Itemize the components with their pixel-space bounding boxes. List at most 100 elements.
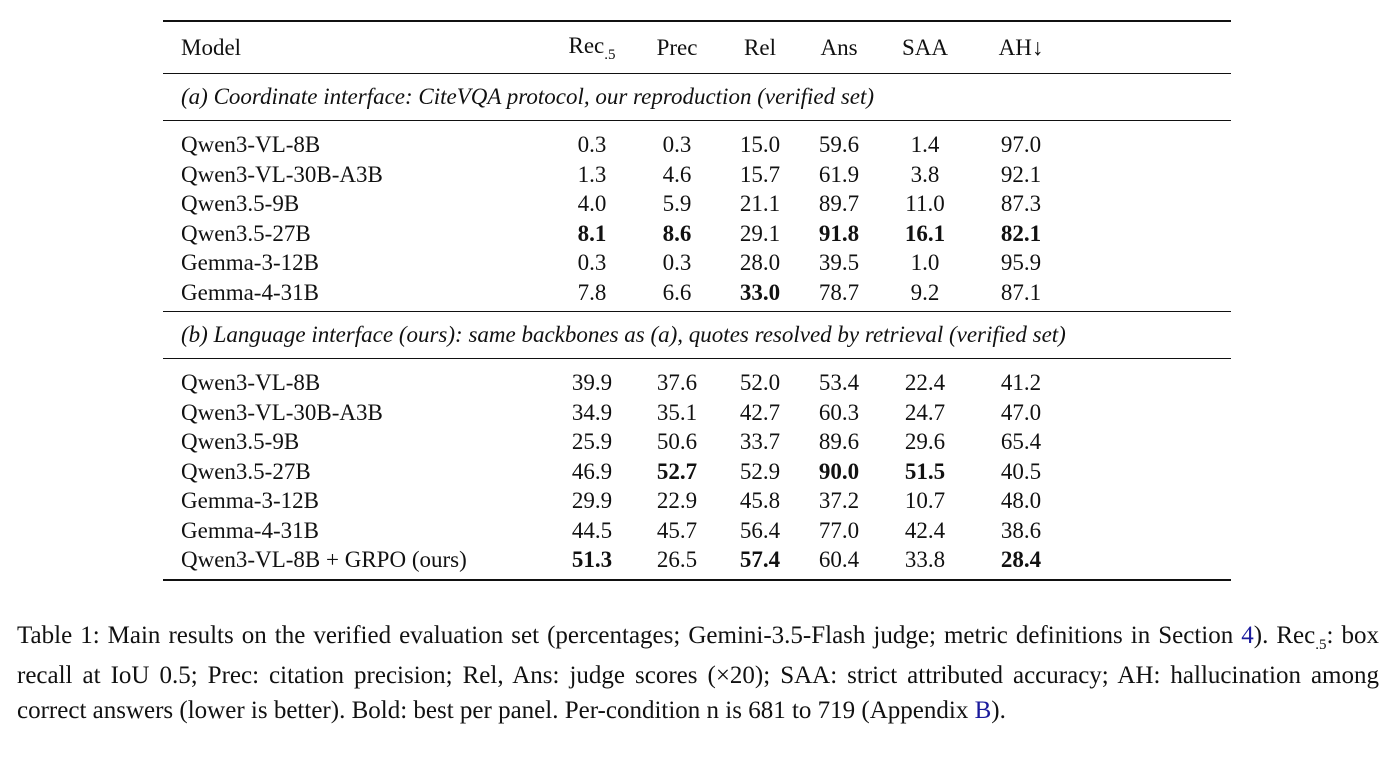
saa-cell: 9.2 [879,277,971,312]
ah-cell: 87.1 [971,277,1231,312]
saa-cell: 33.8 [879,545,971,581]
ah-cell: 87.3 [1000,191,1042,216]
rec-cell: 25.9 [571,429,613,454]
ans-cell: 37.2 [818,488,860,513]
table-row: Qwen3.5-9B 4.0 5.9 21.1 89.7 11.0 87.3 [163,189,1231,219]
ans-cell: 90.0 [818,458,860,484]
header-rec-sub: .5 [604,47,616,63]
header-ah: AH↓ [971,20,1231,74]
saa-cell: 42.4 [904,517,946,543]
rel-cell: 52.0 [739,370,781,395]
caption-part4: ). [991,697,1006,724]
table-row: Qwen3-VL-8B 39.9 37.6 52.0 53.4 22.4 41.2 [163,359,1231,398]
rel-cell: 42.7 [739,399,781,425]
saa-cell: 3.8 [910,161,940,187]
header-rel: Rel [721,20,799,74]
saa-cell: 22.4 [904,370,946,395]
header-prec: Prec [633,20,721,74]
header-ans: Ans [799,20,879,74]
rel-cell: 52.9 [739,458,781,484]
rec-cell: 4.0 [577,191,607,216]
rel-cell: 57.4 [721,545,799,581]
ah-cell: 82.1 [1000,220,1042,246]
panel-title-row: (b) Language interface (ours): same back… [163,311,1231,359]
header-saa: SAA [879,20,971,74]
table-row: Gemma-3-12B 29.9 22.9 45.8 37.2 10.7 48.0 [163,486,1231,516]
rel-cell: 33.0 [721,277,799,312]
saa-cell: 51.5 [904,458,946,484]
caption-section-link[interactable]: 4 [1241,622,1254,649]
rel-cell: 33.7 [739,429,781,454]
model-name-cell: Qwen3-VL-8B + GRPO (ours) [163,545,551,581]
ah-cell: 40.5 [1000,458,1042,484]
table-row: Gemma-4-31B 44.5 45.7 56.4 77.0 42.4 38.6 [163,516,1231,546]
prec-cell: 5.9 [662,191,692,216]
results-table: Model Rec.5 Prec Rel Ans SAA AH↓ (a) Coo… [163,20,1231,581]
rel-cell: 15.7 [739,161,781,187]
header-model: Model [163,20,551,74]
ans-cell: 60.3 [818,399,860,425]
model-name-cell: Gemma-3-12B [181,250,319,275]
prec-cell: 22.9 [656,488,698,513]
prec-cell: 8.6 [662,220,692,246]
model-name-cell: Qwen3.5-27B [181,458,311,484]
ah-cell: 97.0 [1000,132,1042,157]
ans-cell: 91.8 [818,220,860,246]
ah-cell: 95.9 [1000,250,1042,275]
table-header-row: Model Rec.5 Prec Rel Ans SAA AH↓ [163,20,1231,74]
results-table-container: Model Rec.5 Prec Rel Ans SAA AH↓ (a) Coo… [163,20,1231,581]
prec-cell: 26.5 [633,545,721,581]
rec-cell: 1.3 [577,161,607,187]
model-name-cell: Gemma-4-31B [163,277,551,312]
table-row: Gemma-3-12B 0.3 0.3 28.0 39.5 1.0 95.9 [163,248,1231,278]
rel-cell: 15.0 [739,132,781,157]
caption-appendix-link[interactable]: B [974,697,992,724]
table-caption: Table 1: Main results on the verified ev… [17,618,1379,729]
ans-cell: 39.5 [818,250,860,275]
rec-cell: 8.1 [577,220,607,246]
saa-cell: 1.4 [910,132,940,157]
table-row: Qwen3-VL-30B-A3B 1.3 4.6 15.7 61.9 3.8 92.1 [163,160,1231,190]
ans-cell: 61.9 [818,161,860,187]
caption-part3: : box recall at IoU 0.5; Prec: citation … [17,622,1379,724]
panel-title-row: (a) Coordinate interface: CiteVQA protoc… [163,73,1231,121]
ans-cell: 60.4 [799,545,879,581]
ans-cell: 77.0 [818,517,860,543]
ah-cell: 92.1 [1000,161,1042,187]
model-name-cell: Qwen3-VL-30B-A3B [181,399,383,425]
panel-title: (a) Coordinate interface: CiteVQA protoc… [163,73,1231,121]
rec-cell: 39.9 [571,370,613,395]
prec-cell: 0.3 [662,132,692,157]
table-row: Qwen3-VL-30B-A3B 34.9 35.1 42.7 60.3 24.7 47.0 [163,398,1231,428]
model-name-cell: Qwen3.5-9B [181,191,300,216]
prec-cell: 50.6 [656,429,698,454]
saa-cell: 11.0 [905,191,945,216]
saa-cell: 10.7 [904,488,946,513]
table-row: Qwen3-VL-8B + GRPO (ours) 51.3 26.5 57.4 60.… [163,545,1231,581]
saa-cell: 1.0 [910,250,940,275]
prec-cell: 37.6 [656,370,698,395]
ah-cell: 41.2 [1000,370,1042,395]
ah-cell: 28.4 [971,545,1231,581]
ans-cell: 89.6 [818,429,860,454]
model-name-cell: Qwen3.5-9B [181,429,300,454]
model-name-cell: Qwen3-VL-8B [181,132,321,157]
caption-part2: ). Rec [1253,622,1316,649]
model-name-cell: Gemma-3-12B [181,488,319,513]
rec-cell: 34.9 [571,399,613,425]
table-row: Gemma-4-31B 7.8 6.6 33.0 78.7 9.2 87.1 [163,277,1231,312]
rec-cell: 51.3 [551,545,633,581]
rec-cell: 0.3 [577,250,607,275]
prec-cell: 52.7 [656,458,698,484]
saa-cell: 29.6 [904,429,946,454]
ah-cell: 48.0 [1000,488,1042,513]
prec-cell: 6.6 [633,277,721,312]
table-body: (a) Coordinate interface: CiteVQA protoc… [163,73,1231,581]
rec-cell: 29.9 [571,488,613,513]
rec-cell: 7.8 [551,277,633,312]
model-name-cell: Qwen3-VL-30B-A3B [181,161,383,187]
rec-cell: 44.5 [571,517,613,543]
saa-cell: 16.1 [904,220,946,246]
ah-cell: 47.0 [1000,399,1042,425]
ah-cell: 65.4 [1000,429,1042,454]
